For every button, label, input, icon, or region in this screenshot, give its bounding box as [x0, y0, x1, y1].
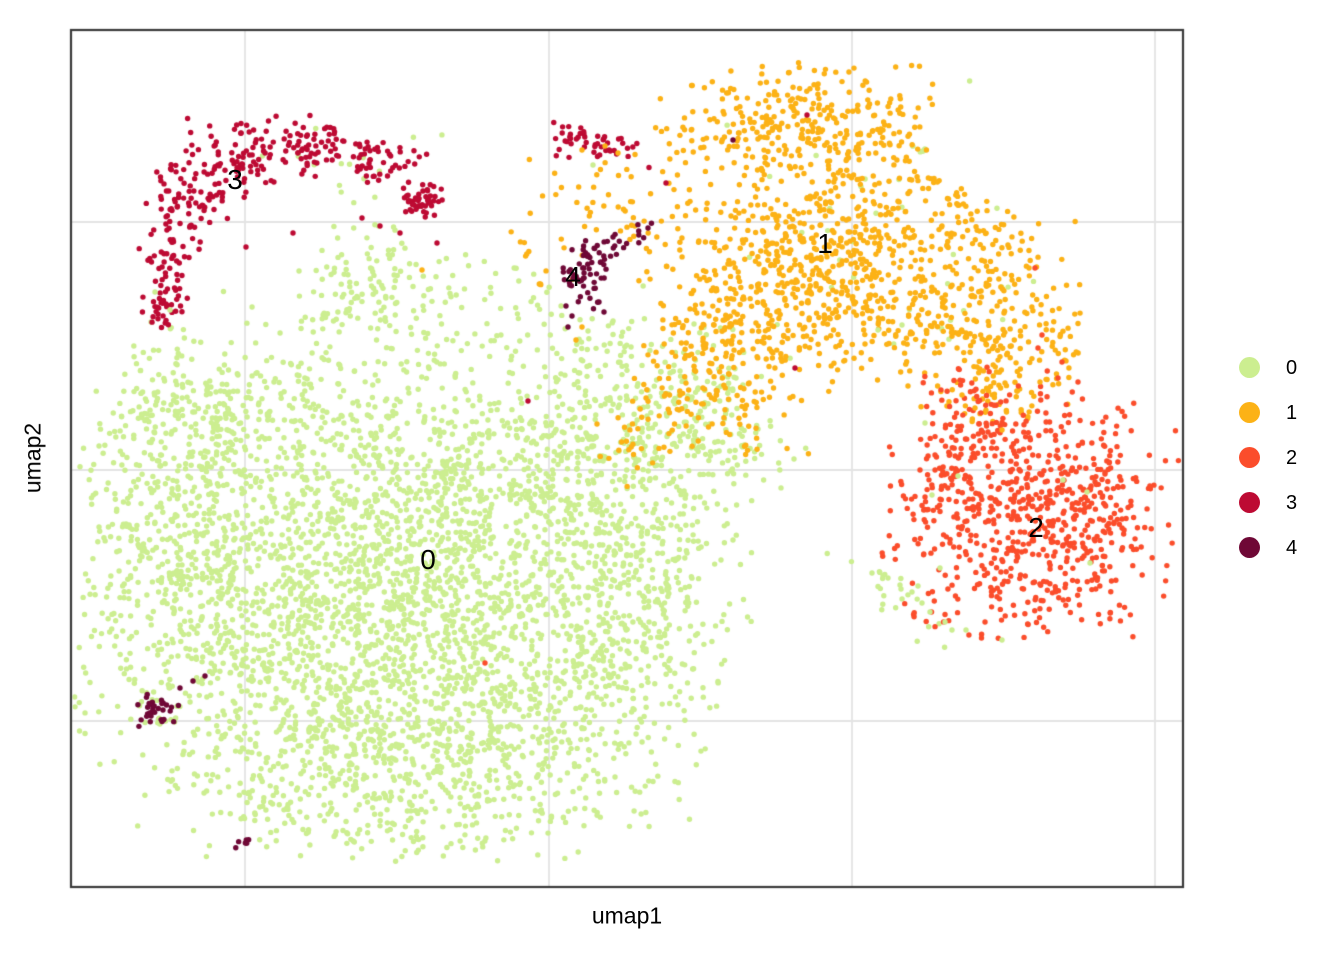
cluster-label-4: 4	[565, 261, 581, 292]
legend-swatch-icon	[1239, 492, 1260, 513]
y-axis-label: umap2	[19, 422, 46, 494]
legend-item-0: 0	[1239, 345, 1297, 390]
legend-swatch-icon	[1239, 357, 1260, 378]
legend-item-2: 2	[1239, 435, 1297, 480]
legend-item-3: 3	[1239, 480, 1297, 525]
legend: 0 1 2 3 4	[1239, 345, 1297, 570]
cluster-label-0: 0	[420, 544, 436, 575]
x-axis-label: umap1	[591, 902, 663, 929]
cluster-label-1: 1	[817, 228, 833, 259]
legend-label: 1	[1286, 401, 1298, 424]
cluster-label-3: 3	[227, 164, 243, 195]
legend-swatch-icon	[1239, 402, 1260, 423]
legend-label: 3	[1286, 491, 1298, 514]
legend-label: 4	[1286, 536, 1298, 559]
legend-label: 0	[1286, 356, 1298, 379]
legend-label: 2	[1286, 446, 1298, 469]
legend-item-1: 1	[1239, 390, 1297, 435]
legend-swatch-icon	[1239, 447, 1260, 468]
legend-swatch-icon	[1239, 537, 1260, 558]
legend-item-4: 4	[1239, 525, 1297, 570]
cluster-label-2: 2	[1028, 512, 1044, 543]
